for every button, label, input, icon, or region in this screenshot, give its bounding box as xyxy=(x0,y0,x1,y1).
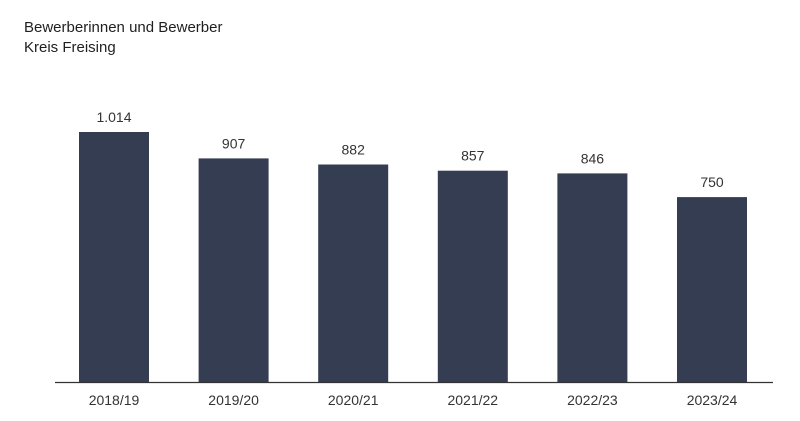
bar-2020-21 xyxy=(318,164,389,382)
bar-2022-23 xyxy=(557,173,628,382)
x-tick-label: 2019/20 xyxy=(208,392,259,408)
bar-2021-22 xyxy=(437,170,508,382)
bar-2018-19 xyxy=(79,132,149,382)
bar-2023-24 xyxy=(677,197,747,382)
bar-2019-20 xyxy=(198,158,269,382)
data-label: 1.014 xyxy=(96,109,131,125)
x-tick-label: 2020/21 xyxy=(328,392,379,408)
data-label: 882 xyxy=(342,142,366,158)
data-label: 750 xyxy=(700,174,724,190)
data-label: 846 xyxy=(581,150,605,166)
x-tick-label: 2023/24 xyxy=(687,392,738,408)
x-tick-label: 2022/23 xyxy=(567,392,618,408)
data-label: 857 xyxy=(461,148,485,164)
x-tick-label: 2018/19 xyxy=(89,392,140,408)
data-label: 907 xyxy=(222,135,246,151)
x-tick-label: 2021/22 xyxy=(447,392,498,408)
chart-title-block: Bewerberinnen und Bewerber Kreis Freisin… xyxy=(24,18,222,58)
chart-title: Bewerberinnen und Bewerber xyxy=(24,19,223,36)
chart-subtitle: Kreis Freising xyxy=(24,39,116,56)
